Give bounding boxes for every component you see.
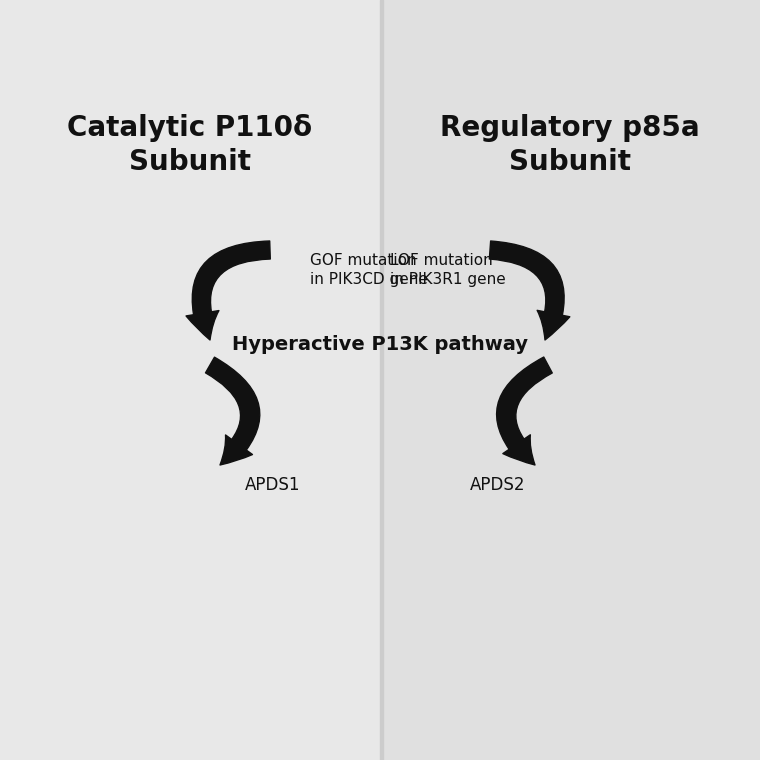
Text: GOF mutation
in PIK3CD gene: GOF mutation in PIK3CD gene [310,252,428,287]
Text: APDS1: APDS1 [245,476,300,494]
FancyArrowPatch shape [186,241,271,340]
Text: LOF mutation
in PIK3R1 gene: LOF mutation in PIK3R1 gene [390,252,505,287]
Bar [383,0,760,760]
FancyArrowPatch shape [496,357,553,465]
Text: Hyperactive P13K pathway: Hyperactive P13K pathway [232,335,528,354]
Text: Catalytic P110δ
Subunit: Catalytic P110δ Subunit [68,114,312,176]
Bar [380,0,383,760]
Text: Regulatory p85a
Subunit: Regulatory p85a Subunit [440,114,700,176]
FancyArrowPatch shape [205,357,260,465]
Text: APDS2: APDS2 [470,476,525,494]
Bar [0,0,383,760]
FancyArrowPatch shape [489,241,570,340]
